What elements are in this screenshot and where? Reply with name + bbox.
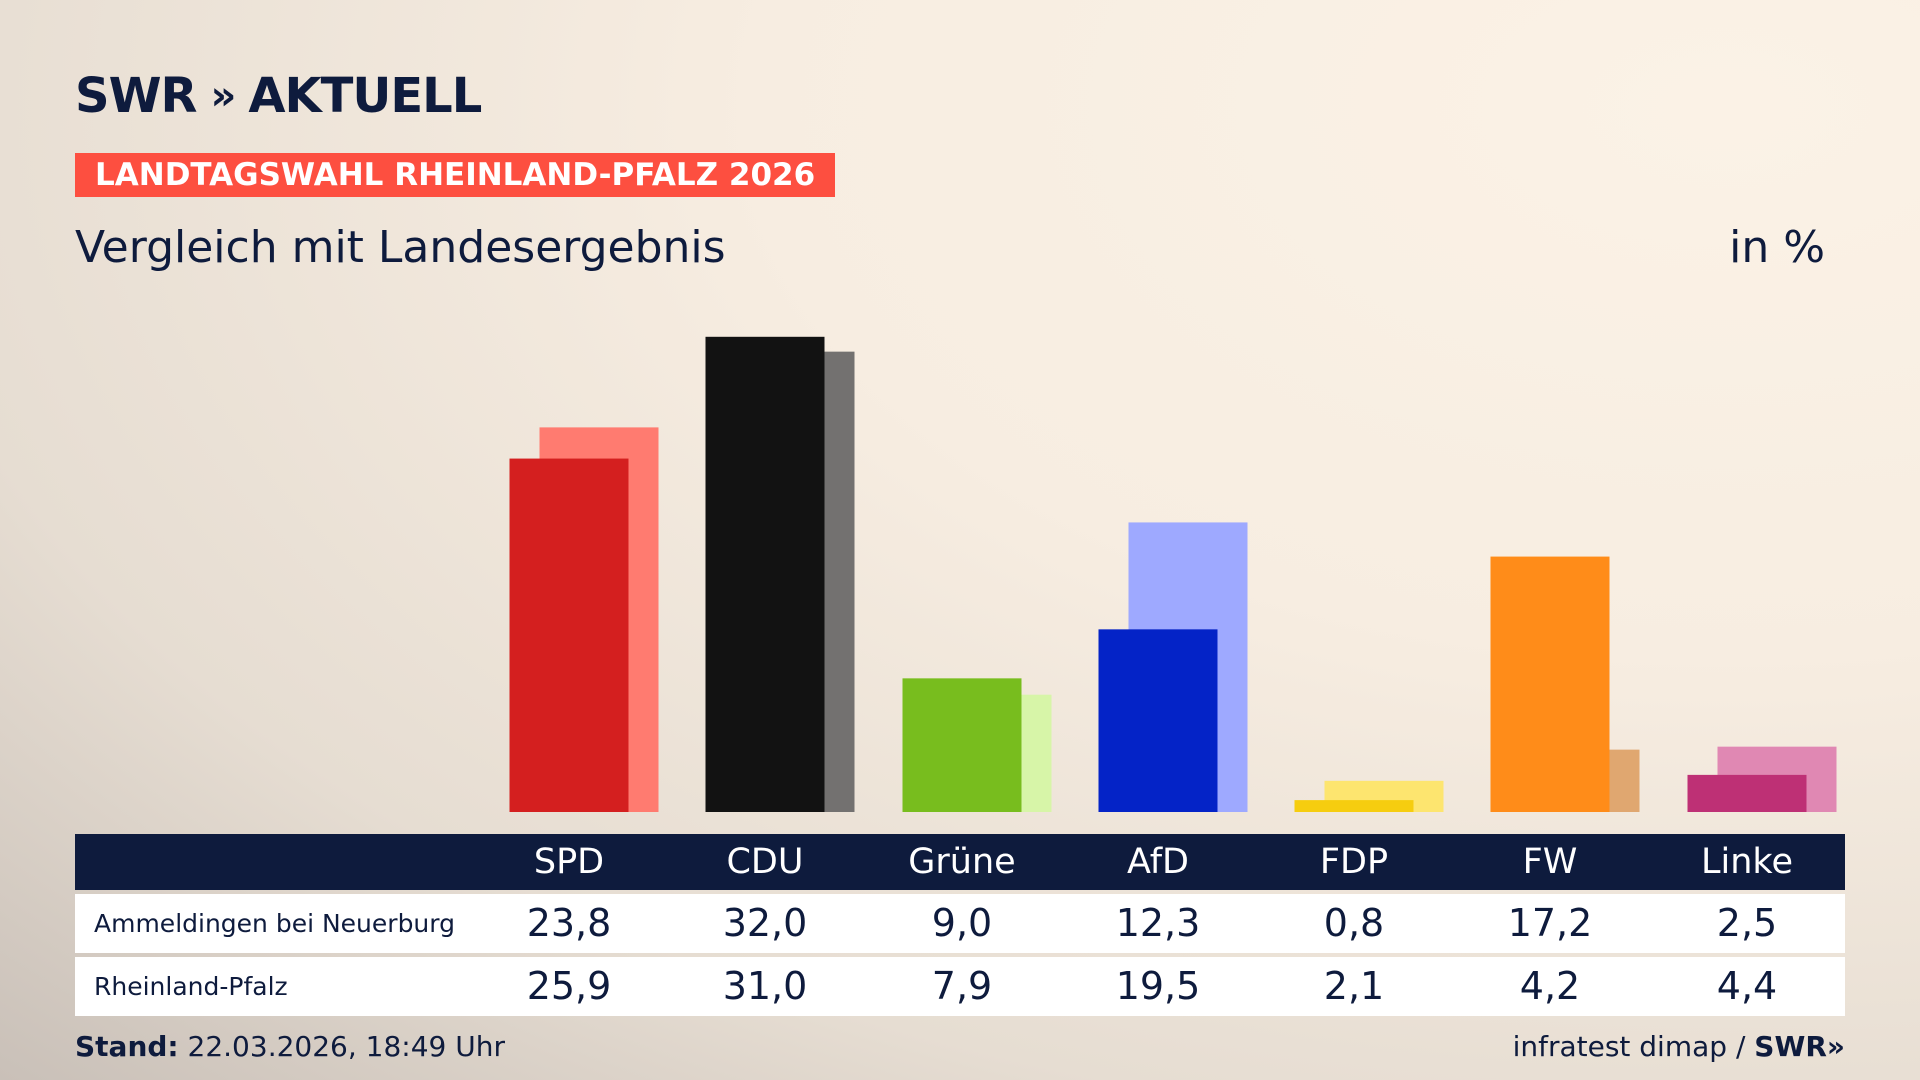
value-cell: 2,1 — [1323, 964, 1385, 1008]
value-cell: 19,5 — [1115, 964, 1201, 1008]
row-label-local: Ammeldingen bei Neuerburg — [94, 909, 455, 938]
value-cell: 12,3 — [1115, 901, 1201, 945]
results-table: SPD CDU Grüne AfD FDP FW Linke Ammeldingen bei… — [75, 834, 1845, 1016]
swr-aktuell-logo: SWR » AKTUELL — [75, 68, 482, 124]
value-cell: 0,8 — [1323, 901, 1385, 945]
source-credit: infratest dimap / SWR» — [1513, 1030, 1845, 1063]
table-header-row: SPD CDU Grüne AfD FDP FW Linke — [75, 834, 1845, 890]
logo-chevron-icon: » — [210, 73, 236, 119]
bar-chart — [509, 336, 1837, 812]
party-header-spd: SPD — [533, 842, 605, 882]
logo-aktuell-text: AKTUELL — [248, 68, 482, 124]
value-cell: 2,5 — [1716, 901, 1778, 945]
stand-value: 22.03.2026, 18:49 Uhr — [187, 1030, 505, 1063]
value-cell: 7,9 — [931, 964, 993, 1008]
timestamp: Stand: 22.03.2026, 18:49 Uhr — [75, 1030, 505, 1063]
party-header-gruene: Grüne — [908, 842, 1016, 882]
value-cell: 4,4 — [1716, 964, 1778, 1008]
unit-label: in % — [1729, 222, 1825, 273]
swr-small-logo: SWR» — [1754, 1030, 1845, 1063]
logo-swr-text: SWR — [75, 68, 197, 124]
party-header-fw: FW — [1522, 842, 1578, 882]
value-cell: 17,2 — [1507, 901, 1593, 945]
party-header-linke: Linke — [1701, 842, 1793, 882]
bar-local-fdp — [1294, 800, 1414, 812]
bar-local-linke — [1687, 774, 1807, 812]
table-row-local: Ammeldingen bei Neuerburg 23,8 32,0 9,0 12,… — [75, 894, 1845, 953]
bar-local-spd — [509, 458, 629, 812]
value-cell: 9,0 — [931, 901, 993, 945]
row-label-state: Rheinland-Pfalz — [94, 972, 288, 1001]
value-cell: 23,8 — [526, 901, 612, 945]
value-cell: 32,0 — [722, 901, 808, 945]
value-cell: 31,0 — [722, 964, 808, 1008]
chart-title: Vergleich mit Landesergebnis — [75, 222, 726, 273]
bar-local-cdu — [705, 336, 825, 812]
source-text: infratest dimap / — [1512, 1030, 1746, 1063]
table-row-state: Rheinland-Pfalz 25,9 31,0 7,9 19,5 2,1 4,2 4,4 — [75, 957, 1845, 1016]
bar-local-fw — [1490, 556, 1610, 812]
value-cell: 25,9 — [526, 964, 612, 1008]
stand-label: Stand: — [75, 1030, 179, 1063]
value-cell: 4,2 — [1519, 964, 1581, 1008]
bar-local-afd — [1098, 629, 1218, 812]
bar-local-gruene — [902, 678, 1022, 812]
party-header-cdu: CDU — [726, 842, 804, 882]
election-kicker-badge: LANDTAGSWAHL RHEINLAND-PFALZ 2026 — [75, 153, 836, 197]
party-header-afd: AfD — [1127, 842, 1189, 882]
party-header-fdp: FDP — [1319, 842, 1389, 882]
